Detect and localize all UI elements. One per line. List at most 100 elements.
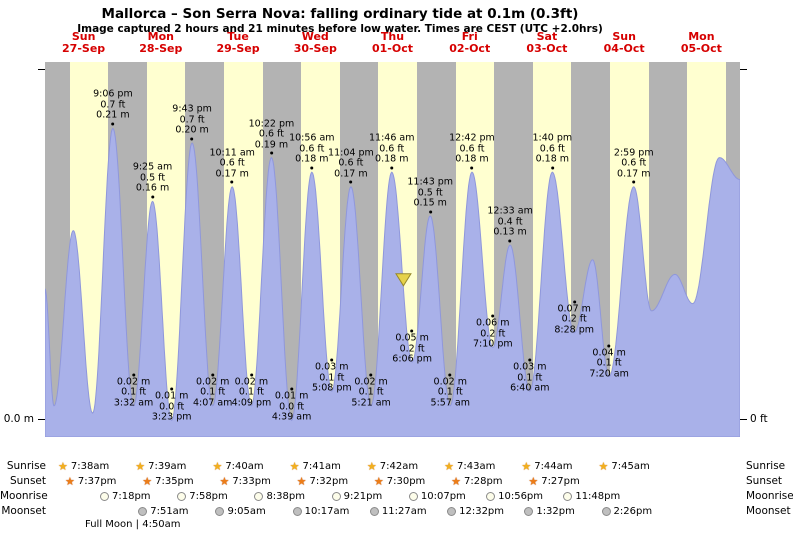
almanac-time: 7:30pm — [386, 476, 426, 487]
annotation-height-m: 0.02 m — [354, 376, 388, 388]
sunrise-entry: ★ 7:41am — [290, 459, 341, 474]
tide-extreme-annotation-low: 0.01 m 0.0 ft 4:39 am — [272, 387, 311, 424]
annotation-height-ft: 0.2 ft — [399, 343, 425, 354]
almanac-time: 12:32pm — [459, 506, 505, 517]
annotation-height-ft: 0.1 ft — [200, 386, 226, 398]
moonrise-entry: 8:38pm — [254, 489, 305, 504]
extreme-dot — [632, 180, 636, 184]
tide-extreme-annotation-low: 0.04 m 0.1 ft 7:20 am — [589, 343, 629, 380]
extreme-dot — [369, 373, 373, 377]
moonset-label-left: Moonset — [1, 505, 46, 517]
annotation-height-m: 0.16 m — [135, 182, 170, 194]
annotation-time: 5:08 pm — [311, 382, 352, 394]
extreme-dot — [190, 137, 194, 140]
moon-phase-note: Full Moon | 4:50am — [85, 519, 181, 530]
annotation-height-ft: 0.2 ft — [561, 313, 587, 325]
day-label: Sat 03-Oct — [526, 30, 568, 55]
extreme-dot — [607, 344, 611, 348]
moonrise-label-left: Moonrise — [0, 490, 48, 502]
annotation-height-m: 0.21 m — [96, 109, 130, 121]
moonrise-entry: 7:18pm — [100, 489, 151, 504]
extreme-dot — [470, 166, 474, 170]
annotation-height-m: 0.02 m — [234, 376, 269, 388]
sunrise-row: Sunrise Sunrise ★ 7:38am ★ 7:39am ★ 7:40am ★ 7:41… — [0, 459, 793, 474]
annotation-height-m: 0.18 m — [295, 153, 329, 165]
annotation-time: 11:46 am — [369, 132, 415, 144]
sunset-entry: ★ 7:27pm — [528, 474, 579, 489]
tide-extreme-annotation-high: 11:04 pm 0.6 ft 0.17 m — [328, 148, 374, 185]
moonrise-row: Moonrise Moonrise 7:18pm 7:58pm 8:38pm 9:21pm… — [0, 489, 793, 504]
moonset-icon — [292, 507, 302, 516]
tide-extreme-annotation-high: 10:56 am 0.6 ft 0.18 m — [289, 133, 335, 171]
sunset-entry: ★ 7:35pm — [142, 474, 193, 489]
sunrise-star-icon: ★ — [598, 460, 609, 473]
almanac-time: 1:32pm — [536, 506, 575, 517]
moonset-entry: 9:05am — [215, 504, 266, 519]
axis-tick — [740, 419, 747, 420]
sunrise-label-right: Sunrise — [746, 460, 786, 472]
almanac-time: 7:44am — [534, 461, 573, 472]
annotation-time: 7:20 am — [589, 368, 629, 380]
extreme-dot — [211, 373, 215, 377]
annotation-height-ft: 0.1 ft — [121, 386, 147, 398]
annotation-height-m: 0.18 m — [455, 153, 489, 165]
annotation-height-m: 0.17 m — [215, 168, 249, 180]
annotation-height-ft: 0.7 ft — [179, 114, 205, 125]
day-label: Mon 05-Oct — [680, 30, 722, 55]
almanac-time: 10:56pm — [498, 491, 544, 502]
moonset-row: Moonset Moonset 7:51am 9:05am 10:17am 11:27am… — [0, 504, 793, 519]
annotation-height-ft: 0.7 ft — [100, 99, 126, 111]
extreme-dot — [572, 300, 576, 304]
annotation-height-ft: 0.5 ft — [140, 172, 166, 184]
sunset-row: Sunset Sunset ★ 7:37pm ★ 7:35pm ★ 7:33pm ★ 7:32pm… — [0, 474, 793, 489]
annotation-height-m: 0.02 m — [116, 376, 151, 388]
annotation-height-m: 0.17 m — [617, 168, 651, 180]
axis-label-meters: 0.0 m — [3, 413, 34, 425]
extreme-dot — [528, 358, 532, 362]
tide-extreme-annotation-high: 9:25 am 0.5 ft 0.16 m — [132, 161, 173, 200]
tide-area-svg — [45, 127, 740, 437]
extreme-dot — [249, 373, 253, 377]
sunset-star-icon: ★ — [142, 475, 153, 488]
extreme-dot — [330, 358, 334, 362]
moonrise-icon — [177, 492, 187, 501]
annotation-time: 3:32 am — [113, 397, 154, 409]
sunrise-star-icon: ★ — [289, 460, 300, 473]
almanac-time: 7:37pm — [77, 476, 117, 487]
tide-extreme-annotation-high: 9:06 pm 0.7 ft 0.21 m — [93, 88, 133, 127]
sunrise-star-icon: ★ — [58, 460, 68, 473]
sunset-star-icon: ★ — [219, 475, 230, 488]
almanac-time: 7:18pm — [112, 491, 151, 502]
annotation-time: 9:06 pm — [93, 88, 133, 100]
extreme-dot — [269, 151, 273, 155]
sunrise-entry: ★ 7:42am — [367, 459, 418, 474]
sunset-entry: ★ 7:28pm — [451, 474, 502, 489]
annotation-height-m: 0.18 m — [535, 153, 570, 165]
extreme-dot — [508, 239, 512, 243]
almanac-time: 7:32pm — [309, 476, 349, 487]
annotation-time: 9:25 am — [132, 161, 173, 173]
moonset-entry: 10:17am — [292, 504, 349, 519]
moonset-entry: 7:51am — [138, 504, 189, 519]
moonset-entry: 12:32pm — [447, 504, 504, 519]
annotation-height-ft: 0.1 ft — [238, 386, 264, 398]
sunrise-entry: ★ 7:45am — [599, 459, 650, 474]
almanac-time: 11:27am — [381, 506, 427, 517]
annotation-height-m: 0.04 m — [592, 347, 626, 359]
almanac-time: 10:07pm — [420, 491, 466, 502]
axis-tick — [38, 69, 45, 70]
extreme-dot — [550, 166, 554, 170]
sunset-star-icon: ★ — [296, 475, 307, 488]
almanac-time: 7:43am — [456, 461, 496, 472]
tide-extreme-annotation-low: 0.02 m 0.1 ft 3:32 am — [114, 372, 153, 409]
annotation-time: 3:23 pm — [151, 411, 192, 423]
annotation-time: 6:40 am — [510, 382, 550, 394]
day-label: Thu 01-Oct — [371, 30, 413, 55]
annotation-time: 8:28 pm — [554, 324, 595, 336]
extreme-dot — [390, 166, 394, 170]
almanac-time: 7:27pm — [541, 476, 580, 487]
moonset-entry: 1:32pm — [524, 504, 575, 519]
sunset-star-icon: ★ — [65, 475, 75, 488]
annotation-height-ft: 0.1 ft — [517, 372, 543, 384]
